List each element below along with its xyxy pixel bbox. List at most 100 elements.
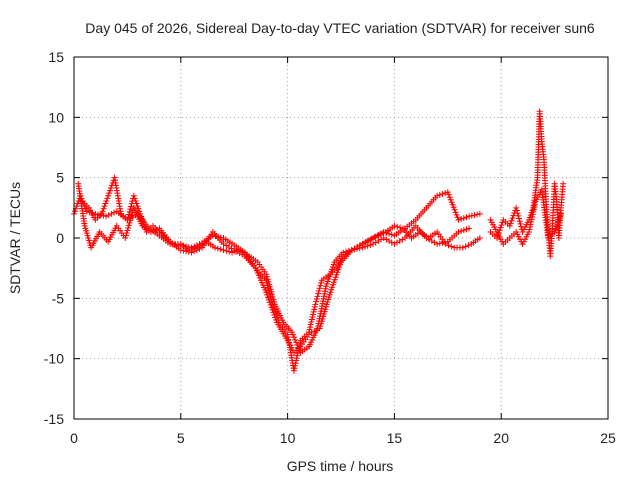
data-point [98,210,105,217]
data-point [471,212,478,219]
data-point [288,329,295,336]
data-point [294,341,301,348]
data-point [531,201,538,208]
data-point [340,249,347,256]
data-point [307,324,314,331]
data-point [342,248,349,255]
data-point [268,291,275,298]
data-point [294,350,301,357]
data-point [460,227,467,234]
data-point [428,238,435,245]
data-point [527,221,534,228]
data-point [293,339,300,346]
data-point [499,219,506,226]
data-point [515,212,522,219]
data-point [551,228,558,235]
data-point [308,319,315,326]
data-point [466,225,473,232]
data-point [310,311,317,318]
data-point [374,232,381,239]
data-point [446,194,453,201]
data-point [526,226,533,233]
x-axis-label: GPS time / hours [287,458,394,474]
data-point [308,316,315,323]
x-tick-label: 0 [70,430,78,446]
x-tick-label: 25 [600,430,616,446]
data-point [434,241,441,248]
x-tick-label: 10 [280,430,296,446]
data-point [229,249,236,256]
data-point [530,208,537,215]
data-point [474,211,481,218]
data-point [217,234,224,241]
data-point [289,331,296,338]
data-point [311,306,318,313]
data-point [138,213,145,220]
data-point [439,190,446,197]
data-point [528,218,535,225]
data-point [223,247,230,254]
data-point [394,223,401,230]
data-point [177,247,184,254]
y-tick-label: 10 [48,109,64,125]
data-point [453,211,460,218]
data-point [463,214,470,221]
y-tick-label: 15 [48,49,64,65]
data-point [291,367,298,374]
data-point [124,227,131,234]
data-point [345,247,352,254]
data-point [127,203,134,210]
data-point [92,210,99,217]
data-point [455,228,462,235]
data-point [367,241,374,248]
data-point [311,303,318,310]
data-point [530,206,537,213]
data-point [103,197,110,204]
data-point [270,296,277,303]
data-point [442,190,449,197]
y-tick-label: -5 [52,290,65,306]
y-tick-label: 5 [56,170,64,186]
data-point [100,205,107,212]
data-point [452,209,459,216]
data-point [328,286,335,293]
data-point [445,191,452,198]
data-point [436,191,443,198]
data-point [333,271,340,278]
data-point [560,180,567,187]
data-point [514,210,521,217]
data-point [122,232,129,239]
data-point [291,334,298,341]
data-point [315,290,322,297]
data-point [180,247,187,254]
data-point [377,231,384,238]
data-point [466,213,473,220]
data-point [476,235,483,241]
data-point [125,211,132,218]
data-point [554,221,561,228]
data-point [103,213,110,220]
data-point [211,244,218,251]
data-point [104,195,111,202]
data-point [529,213,536,220]
data-point [313,298,320,305]
series-track-b [75,180,473,374]
data-point [362,243,369,250]
data-point [136,208,143,215]
data-point [318,279,325,286]
data-point [234,247,241,254]
data-point [313,296,320,303]
series-track-c [79,174,483,356]
data-point [447,196,454,203]
data-point [459,244,466,251]
data-point [329,284,336,291]
data-point [372,239,379,246]
data-point [388,239,395,246]
data-point [525,228,532,235]
y-tick-label: -10 [44,351,64,367]
data-point [105,212,112,219]
data-point [99,208,106,215]
data-point [327,289,334,296]
data-point [468,212,475,219]
